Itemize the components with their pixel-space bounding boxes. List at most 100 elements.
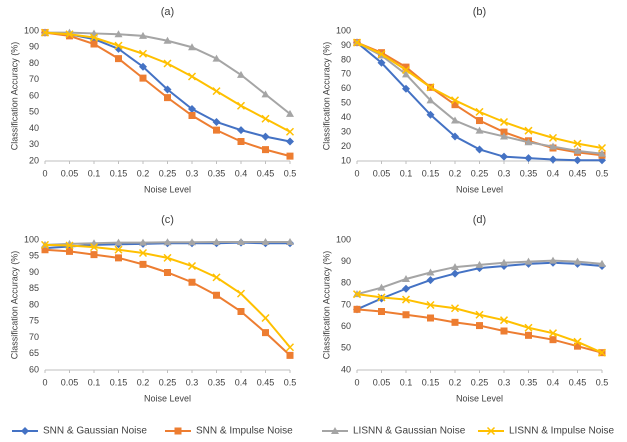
marker-stroke — [524, 323, 533, 332]
legend-label: LISNN & Gaussian Noise — [353, 426, 466, 437]
marker — [164, 269, 171, 276]
marker — [402, 311, 410, 319]
marker-stroke — [285, 127, 295, 136]
marker-stroke — [475, 107, 484, 116]
marker — [66, 32, 73, 40]
x-tick-label: 0 — [42, 168, 47, 178]
marker — [500, 132, 508, 140]
marker — [237, 308, 245, 315]
marker — [549, 155, 557, 164]
marker — [90, 251, 98, 259]
marker — [499, 316, 509, 325]
marker — [500, 327, 508, 335]
marker — [261, 313, 270, 323]
x-tick-label: 0.25 — [471, 168, 489, 178]
marker-stroke — [573, 337, 582, 346]
marker — [286, 351, 294, 359]
y-tick-label: 60 — [341, 83, 351, 93]
marker — [114, 30, 123, 38]
y-tick-label: 80 — [29, 58, 39, 68]
marker-stroke — [65, 241, 74, 250]
marker — [574, 342, 581, 350]
marker — [138, 248, 148, 258]
marker-stroke — [89, 33, 99, 42]
marker-stroke — [499, 316, 509, 325]
y-tick-label: 70 — [341, 69, 351, 79]
marker — [597, 348, 607, 357]
marker-stroke — [573, 139, 582, 148]
marker — [174, 427, 182, 435]
x-tick-label: 0.4 — [547, 377, 560, 387]
marker — [476, 117, 483, 125]
marker — [573, 156, 582, 165]
marker — [353, 305, 361, 313]
y-tick-label: 30 — [29, 139, 39, 149]
marker — [378, 308, 385, 315]
marker — [188, 238, 196, 246]
marker-stroke — [499, 117, 509, 127]
y-tick-label: 90 — [341, 40, 351, 50]
marker — [486, 426, 496, 436]
y-tick-label: 20 — [341, 141, 351, 151]
x-tick-label: 0.15 — [110, 168, 128, 178]
y-tick-label: 80 — [29, 299, 39, 309]
marker — [549, 256, 557, 264]
marker-stroke — [450, 304, 460, 313]
marker-stroke — [187, 261, 197, 271]
marker — [598, 149, 606, 157]
x-tick-label: 0.3 — [498, 168, 511, 178]
marker — [524, 154, 533, 163]
marker — [114, 238, 123, 246]
y-tick-label: 75 — [29, 316, 39, 326]
marker — [188, 278, 196, 286]
chart-title: (a) — [161, 6, 174, 18]
x-tick-label: 0.05 — [61, 168, 79, 178]
x-tick-label: 0.4 — [547, 168, 560, 178]
y-tick-label: 50 — [29, 107, 39, 117]
marker — [573, 257, 582, 265]
marker — [475, 310, 484, 319]
marker — [331, 427, 339, 434]
marker — [426, 268, 435, 276]
x-tick-label: 0.2 — [137, 377, 150, 387]
x-tick-label: 0.3 — [186, 168, 199, 178]
marker-stroke — [236, 289, 246, 298]
marker — [114, 245, 123, 254]
marker — [212, 237, 221, 245]
x-tick-label: 0.5 — [596, 377, 609, 387]
y-tick-label: 40 — [341, 364, 351, 374]
marker — [261, 132, 270, 141]
x-tick-label: 0.05 — [373, 377, 391, 387]
x-tick-label: 0.25 — [159, 168, 177, 178]
marker-stroke — [548, 133, 558, 142]
marker — [115, 254, 122, 262]
x-tick-label: 0.1 — [400, 377, 413, 387]
series-line — [45, 31, 291, 115]
marker — [21, 427, 29, 435]
marker — [139, 62, 147, 71]
marker — [377, 293, 386, 302]
marker — [89, 243, 99, 252]
x-tick-label: 0.15 — [110, 377, 128, 387]
x-tick-label: 0.25 — [471, 377, 489, 387]
y-tick-label: 65 — [29, 348, 39, 358]
marker — [500, 258, 508, 266]
y-tick-label: 80 — [341, 278, 351, 288]
marker — [285, 127, 295, 136]
marker — [426, 96, 435, 104]
marker-stroke — [187, 72, 197, 81]
marker-stroke — [524, 126, 533, 135]
marker — [262, 329, 269, 337]
x-tick-label: 0.05 — [373, 168, 391, 178]
marker — [548, 329, 558, 338]
marker — [475, 107, 484, 116]
marker-stroke — [40, 240, 50, 249]
y-axis-label: Classification Accuracy (%) — [9, 251, 19, 360]
x-tick-label: 0.35 — [520, 168, 538, 178]
marker — [426, 300, 435, 310]
marker — [286, 137, 294, 146]
marker — [236, 101, 246, 110]
marker-stroke — [597, 143, 607, 153]
y-tick-label: 90 — [341, 256, 351, 266]
marker — [139, 74, 147, 82]
